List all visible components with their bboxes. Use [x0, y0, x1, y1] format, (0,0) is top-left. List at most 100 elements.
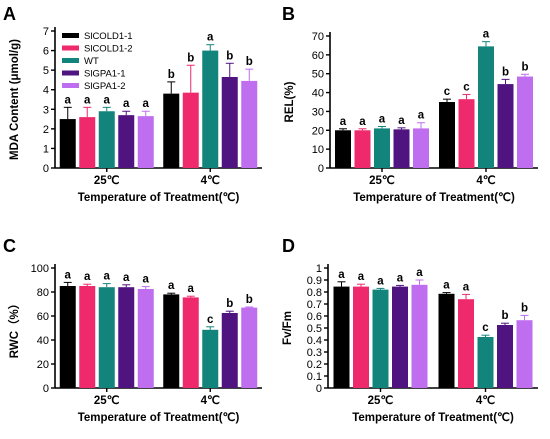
y-tick-label: 0 [318, 163, 324, 175]
bar [118, 115, 135, 168]
significance-label: c [207, 314, 214, 326]
significance-label: c [444, 86, 451, 98]
y-tick-label: 20 [37, 359, 49, 371]
legend-label: SlCOLD1-1 [84, 31, 133, 42]
y-tick-label: 4 [43, 85, 49, 97]
bar [98, 287, 115, 388]
y-axis-title: MDA Content (μmol/g) [9, 39, 21, 160]
bar [118, 287, 135, 388]
chart-panel-d: D 00.10.20.30.40.50.60.70.80.91 Fv/Fm Tempe… [282, 236, 538, 424]
significance-label: a [397, 272, 404, 284]
chart-panel-a: A 0 1 2 3 4 5 6 7 MDA Content (μmol/g) Temperature… [3, 4, 262, 204]
bar [335, 130, 351, 168]
bar [182, 297, 199, 388]
bar [59, 119, 76, 168]
significance-label: b [502, 66, 509, 78]
significance-label: a [443, 280, 450, 292]
significance-label: a [123, 98, 130, 110]
significance-label: a [340, 116, 347, 128]
y-tick-label: 0.5 [307, 323, 322, 335]
y-tick-label: 2 [43, 124, 49, 136]
bar [497, 84, 514, 168]
significance-label: a [377, 275, 384, 287]
panel-label: D [282, 236, 295, 256]
significance-label: b [226, 298, 233, 310]
significance-label: b [168, 69, 175, 81]
legend-swatch [62, 58, 79, 63]
y-tick-label: 0.2 [307, 359, 322, 371]
x-tick-label: 25℃ [94, 174, 120, 187]
y-tick-label: 0.6 [307, 311, 322, 323]
significance-label: a [168, 280, 175, 292]
significance-label: a [84, 94, 91, 106]
legend-swatch [62, 70, 79, 76]
significance-label: a [84, 271, 91, 283]
x-tick-label: 25℃ [369, 174, 395, 187]
significance-label: a [379, 114, 386, 126]
bar [439, 102, 455, 168]
significance-label: a [483, 29, 490, 41]
bar [413, 128, 429, 168]
x-axis-title: Temperature of Treatment(℃) [78, 191, 240, 204]
y-tick-label: 0 [43, 383, 49, 395]
y-tick-label: 7 [43, 26, 49, 38]
significance-label: a [338, 269, 345, 281]
bar [458, 299, 474, 388]
significance-label: a [143, 98, 150, 110]
y-tick-label: 60 [37, 311, 49, 323]
bar [333, 286, 350, 388]
bar [59, 286, 76, 388]
y-tick-label: 1 [43, 143, 49, 155]
legend-swatch [62, 45, 79, 51]
significance-label: a [418, 110, 425, 122]
bar [353, 286, 369, 388]
y-tick-label: 50 [312, 69, 324, 81]
bar [393, 129, 410, 168]
y-tick-label: 0.4 [307, 335, 322, 347]
significance-label: a [416, 267, 423, 279]
y-tick-label: 70 [312, 31, 324, 43]
bar [202, 329, 219, 388]
y-tick-label: 3 [43, 104, 49, 116]
legend-label: SlCOLD1-2 [84, 44, 133, 55]
bar [221, 313, 238, 388]
bar [79, 286, 96, 388]
y-tick-label: 60 [312, 50, 324, 62]
bar [221, 76, 238, 168]
y-tick-label: 1 [316, 263, 322, 275]
x-tick-label: 4℃ [201, 174, 220, 187]
legend-label: SlGPA1-2 [84, 81, 126, 92]
significance-label: a [358, 271, 365, 283]
significance-label: c [463, 81, 470, 93]
bar [241, 80, 258, 168]
y-tick-label: 10 [312, 144, 324, 156]
bar [241, 307, 258, 388]
bar [374, 128, 390, 168]
significance-label: a [65, 94, 72, 106]
significance-label: b [246, 56, 253, 68]
significance-label: b [521, 302, 528, 314]
significance-label: c [482, 322, 489, 334]
chart-panel-c: C 0 20 40 60 80 100 RWC（%） Temperature of Treatm… [3, 236, 262, 424]
y-axis-title: Fv/Fm [282, 311, 294, 345]
y-tick-label: 5 [43, 65, 49, 77]
panel-label: B [282, 4, 295, 24]
y-tick-label: 0.9 [307, 275, 322, 287]
y-tick-label: 20 [312, 125, 324, 137]
y-tick-label: 40 [37, 335, 49, 347]
significance-label: a [463, 281, 470, 293]
x-tick-label: 25℃ [368, 394, 394, 407]
significance-label: a [65, 269, 72, 281]
bar [163, 93, 180, 168]
legend-label: SlGPA1-1 [84, 69, 126, 80]
bar [98, 111, 115, 168]
y-axis-title: RWC（%） [7, 298, 21, 358]
x-tick-label: 4℃ [476, 394, 495, 407]
bar [372, 289, 389, 388]
significance-label: b [226, 50, 233, 62]
x-tick-label: 4℃ [476, 174, 495, 187]
y-tick-label: 40 [312, 88, 324, 100]
significance-label: a [143, 274, 150, 286]
x-tick-label: 4℃ [201, 394, 220, 407]
